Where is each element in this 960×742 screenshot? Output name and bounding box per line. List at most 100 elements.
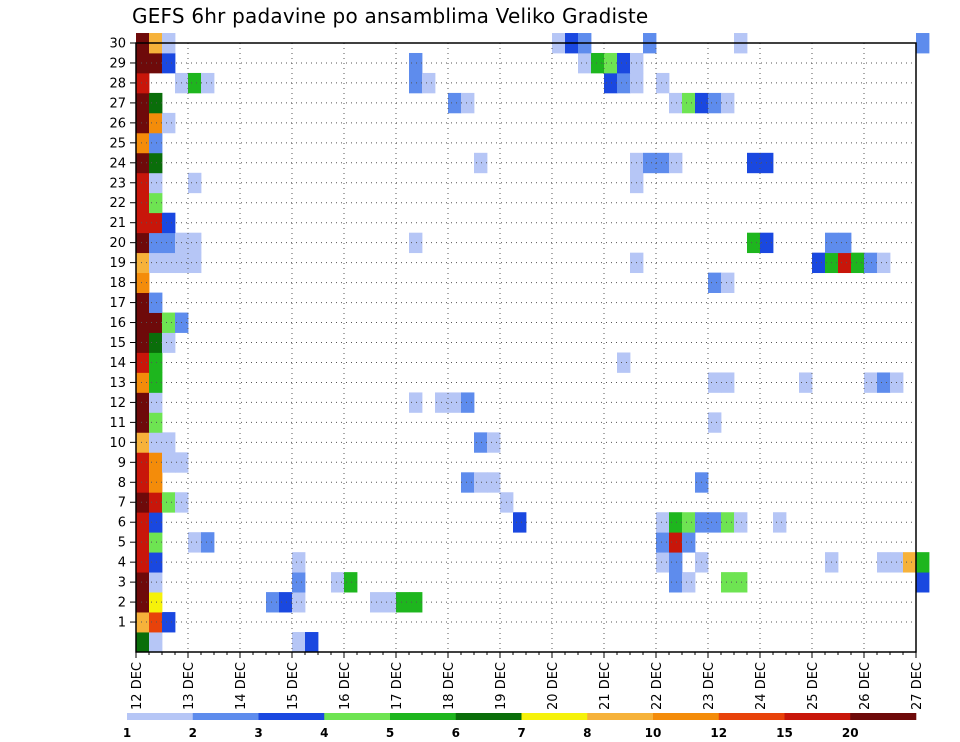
heatmap-cell	[149, 232, 163, 254]
heatmap-cell	[188, 532, 202, 553]
heatmap-cell	[838, 232, 852, 254]
heatmap-cell	[721, 372, 735, 393]
heatmap-cell	[136, 92, 150, 114]
heatmap-cell	[344, 572, 358, 593]
heatmap-cell	[136, 72, 150, 94]
legend-color-swatch	[324, 713, 391, 720]
y-tick-label: 11	[109, 416, 126, 431]
heatmap-cell	[149, 192, 163, 214]
heatmap-cell	[513, 512, 527, 533]
heatmap-cell	[188, 232, 202, 254]
heatmap-cell	[474, 152, 488, 174]
heatmap-cell	[721, 572, 735, 593]
heatmap-cell	[136, 532, 150, 553]
heatmap-cell	[669, 552, 683, 573]
heatmap-cell	[708, 512, 722, 533]
y-tick-label: 22	[109, 196, 126, 211]
heatmap-cell	[799, 372, 813, 393]
x-tick-label: 22 DEC	[650, 662, 665, 710]
y-tick-label: 25	[109, 136, 126, 151]
heatmap-cell	[331, 572, 345, 593]
legend-label: 3	[254, 726, 262, 740]
heatmap-cell	[474, 472, 488, 493]
heatmap-cell	[916, 33, 930, 54]
x-tick-label: 19 DEC	[494, 662, 509, 710]
legend-label: 5	[386, 726, 394, 740]
heatmap-cell	[656, 152, 670, 174]
heatmap-cell	[734, 512, 748, 533]
heatmap-cell	[721, 92, 735, 114]
x-tick-label: 23 DEC	[702, 662, 717, 710]
heatmap-cell	[734, 572, 748, 593]
y-tick-label: 7	[118, 496, 126, 511]
heatmap-cell	[461, 472, 475, 493]
legend-color-swatch	[258, 713, 325, 720]
heatmap-cell	[604, 72, 618, 94]
legend-color-swatch	[521, 713, 588, 720]
y-tick-label: 17	[109, 296, 126, 311]
heatmap-cell	[136, 252, 150, 274]
legend-color-swatch	[718, 713, 785, 720]
y-tick-label: 5	[118, 536, 126, 551]
heatmap-cell	[643, 152, 657, 174]
heatmap-cell	[409, 592, 423, 613]
legend-label: 20	[842, 726, 859, 740]
heatmap-cell	[149, 132, 163, 154]
heatmap-cell	[162, 112, 176, 134]
heatmap-cell	[149, 152, 163, 174]
heatmap-cell	[656, 532, 670, 553]
heatmap-cell	[656, 512, 670, 533]
y-tick-label: 10	[109, 436, 126, 451]
heatmap-cell	[292, 592, 306, 613]
heatmap-cell	[201, 72, 215, 94]
heatmap-cell	[708, 412, 722, 433]
y-tick-label: 6	[118, 516, 126, 531]
legend-color-swatch	[127, 713, 194, 720]
heatmap-cell	[383, 592, 397, 613]
heatmap-cell	[162, 312, 176, 333]
x-tick-label: 13 DEC	[182, 662, 197, 710]
legend-color-swatch	[455, 713, 522, 720]
heatmap-cell	[409, 72, 423, 94]
heatmap-cell	[656, 72, 670, 94]
heatmap-cell	[877, 552, 891, 573]
heatmap-cell	[669, 512, 683, 533]
legend-label: 4	[320, 726, 328, 740]
heatmap-cell	[149, 52, 163, 74]
heatmap-cell	[396, 592, 410, 613]
heatmap-cell	[188, 72, 202, 94]
y-tick-label: 23	[109, 176, 126, 191]
y-tick-label: 19	[109, 256, 126, 271]
heatmap-cell	[409, 232, 423, 254]
heatmap-cell	[149, 592, 163, 613]
heatmap-cell	[721, 272, 735, 293]
heatmap-cell	[149, 392, 163, 413]
heatmap-cell	[305, 632, 319, 653]
x-tick-label: 20 DEC	[546, 662, 561, 710]
heatmap-cell	[669, 532, 683, 553]
legend-color-swatch	[784, 713, 851, 720]
y-tick-label: 18	[109, 276, 126, 291]
heatmap-cell	[682, 92, 696, 114]
heatmap-cell	[149, 252, 163, 274]
heatmap-cell	[188, 172, 202, 194]
heatmap-cell	[162, 52, 176, 74]
heatmap-cell	[669, 152, 683, 174]
y-tick-label: 21	[109, 216, 126, 231]
heatmap-cell	[136, 292, 150, 313]
plot-background	[136, 43, 916, 652]
heatmap-cell	[682, 532, 696, 553]
heatmap-cell	[136, 452, 150, 473]
heatmap-cell	[149, 292, 163, 313]
heatmap-cell	[136, 392, 150, 413]
heatmap-cell	[461, 392, 475, 413]
heatmap-cell	[682, 572, 696, 593]
heatmap-cell	[877, 372, 891, 393]
x-tick-label: 24 DEC	[754, 662, 769, 710]
heatmap-cell	[136, 272, 150, 293]
heatmap-cell	[162, 212, 176, 234]
heatmap-cell	[149, 532, 163, 553]
legend-color-swatch	[587, 713, 654, 720]
heatmap-cell	[149, 332, 163, 353]
